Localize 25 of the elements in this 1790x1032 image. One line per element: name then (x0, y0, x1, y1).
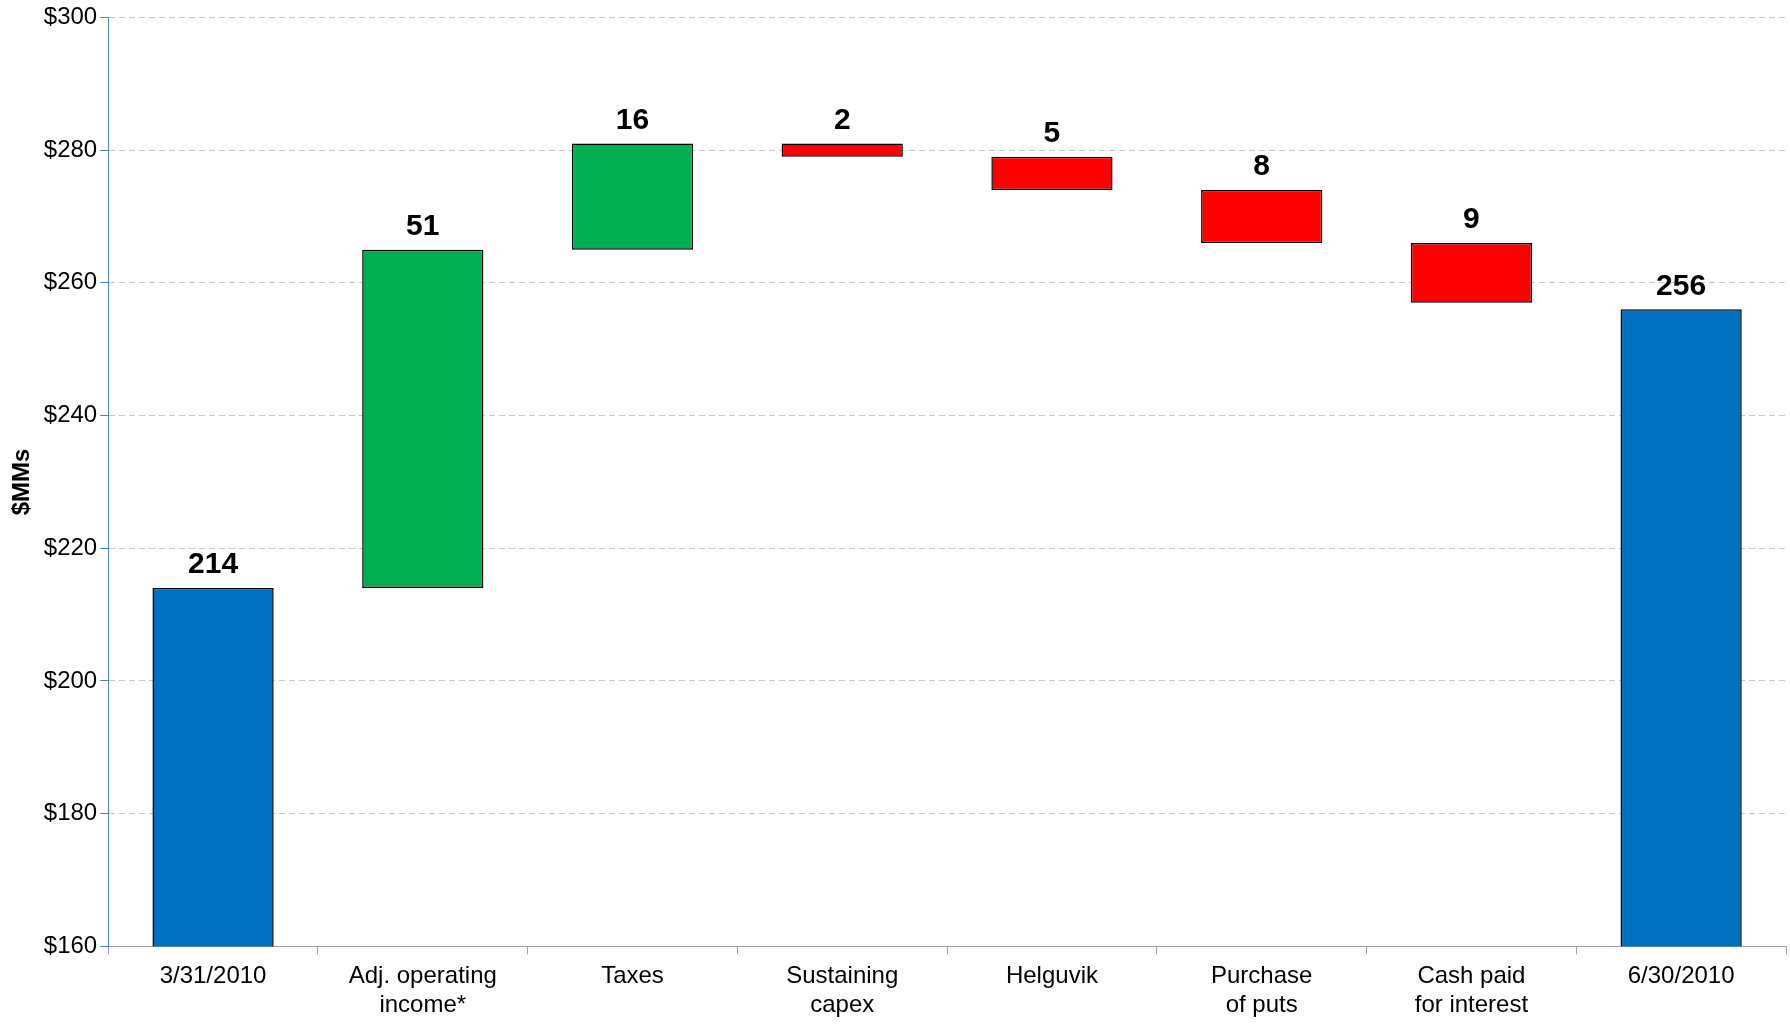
y-tick-label: $180 (43, 798, 98, 826)
y-tick-label: $240 (43, 400, 98, 428)
x-tick-label: 3/31/2010 (159, 961, 267, 989)
x-tick-label: 6/30/2010 (1627, 961, 1735, 989)
y-tick-label: $300 (43, 2, 98, 30)
y-tick-label: $200 (43, 665, 98, 693)
data-label: 8 (1253, 148, 1271, 182)
x-tick-label: Taxes (601, 961, 664, 989)
data-label: 256 (1656, 267, 1707, 301)
data-label: 9 (1463, 201, 1480, 235)
y-axis-title: $MMs (7, 448, 35, 516)
data-label: 51 (406, 207, 440, 241)
data-label: 214 (188, 546, 239, 580)
x-tick-label: Sustaining capex (786, 961, 899, 1018)
x-tick-label: Adj. operating income* (348, 961, 497, 1018)
y-tick-label: $160 (43, 931, 98, 959)
y-tick-label: $280 (43, 134, 98, 162)
x-tick-label: Helguvik (1005, 961, 1099, 989)
y-tick-label: $260 (43, 267, 98, 295)
x-tick-label: Purchase of puts (1210, 961, 1313, 1018)
data-label: 5 (1043, 115, 1061, 149)
x-tick-label: Cash paid for interest (1414, 961, 1529, 1018)
data-label: 2 (833, 101, 851, 135)
data-label: 16 (615, 101, 650, 135)
y-tick-label: $220 (43, 532, 98, 560)
